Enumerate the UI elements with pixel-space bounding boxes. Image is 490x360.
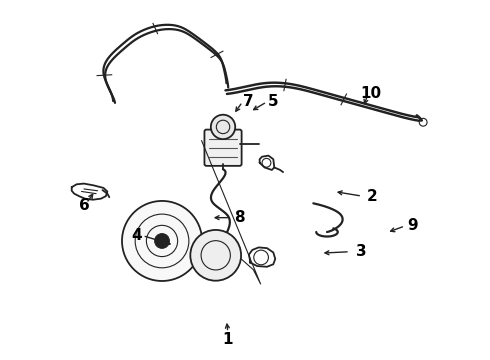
Circle shape — [122, 201, 202, 281]
FancyBboxPatch shape — [207, 232, 224, 243]
Text: 8: 8 — [234, 210, 245, 225]
Circle shape — [155, 234, 170, 248]
Text: 5: 5 — [268, 94, 278, 109]
Text: 9: 9 — [407, 219, 418, 233]
Text: 7: 7 — [243, 94, 253, 109]
Text: 2: 2 — [367, 189, 377, 204]
FancyBboxPatch shape — [204, 130, 242, 166]
Circle shape — [190, 230, 241, 281]
Text: 4: 4 — [131, 228, 142, 243]
Text: 1: 1 — [222, 332, 233, 347]
Circle shape — [211, 115, 235, 139]
Text: 3: 3 — [356, 244, 367, 259]
Text: 6: 6 — [78, 198, 89, 213]
Text: 10: 10 — [360, 86, 382, 101]
